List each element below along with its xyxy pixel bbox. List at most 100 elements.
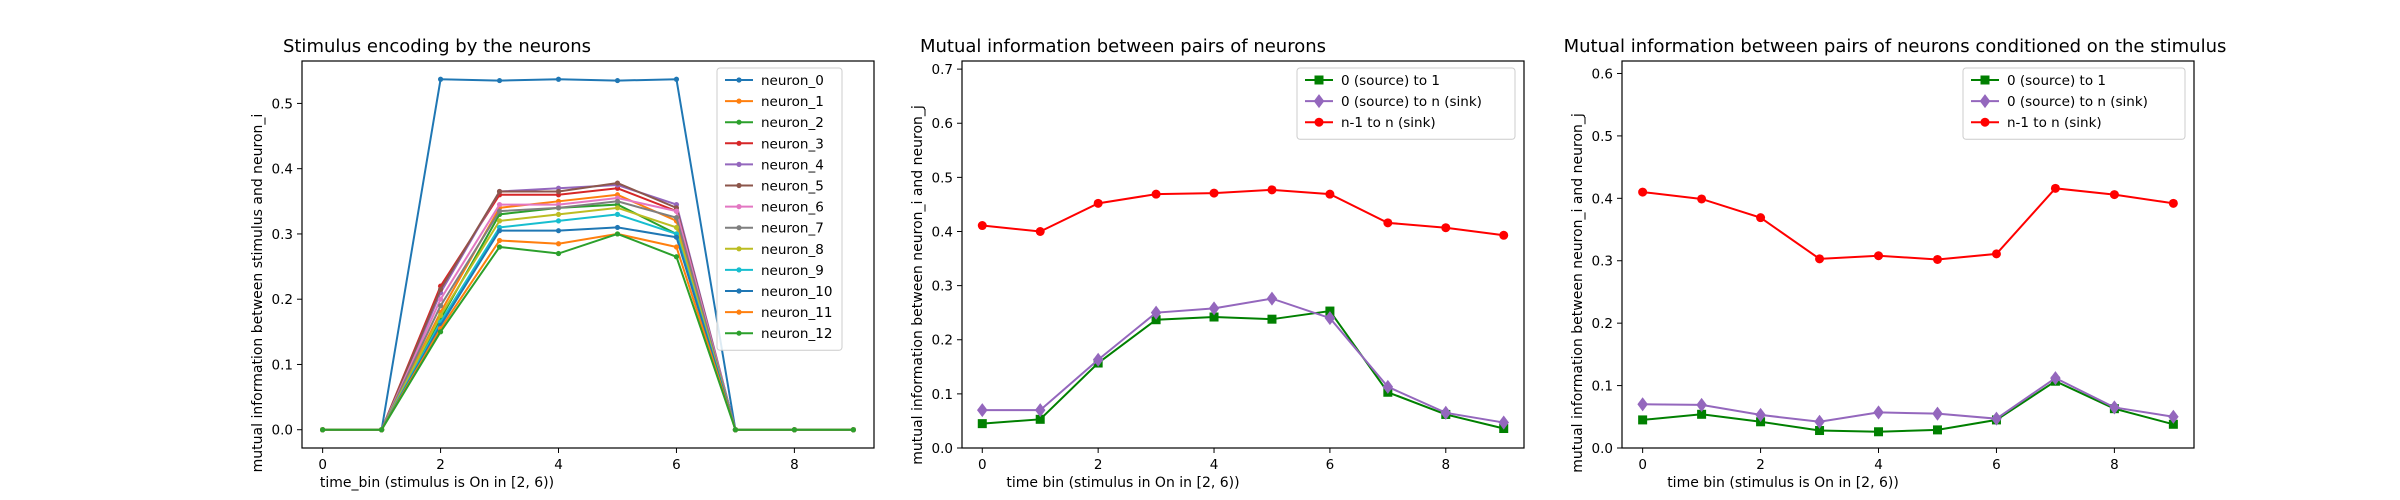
y-tick-label: 0.3 <box>932 279 953 295</box>
y-tick-label: 0.5 <box>272 96 293 112</box>
y-tick-label: 0.5 <box>932 170 953 186</box>
data-point <box>736 309 742 315</box>
y-tick-label: 0.5 <box>1592 129 1613 145</box>
x-tick-label: 8 <box>790 457 799 473</box>
data-point <box>1755 407 1766 422</box>
legend-box <box>1962 67 2186 140</box>
data-point <box>977 403 988 418</box>
x-tick-label: 6 <box>672 457 681 473</box>
data-point <box>673 254 680 260</box>
legend-label: 0 (source) to n (sink) <box>1341 94 1482 110</box>
data-point <box>1092 352 1104 367</box>
data-point <box>320 427 326 433</box>
legend-box <box>1296 67 1516 140</box>
data-point <box>673 234 680 240</box>
y-tick-label: 0.6 <box>1592 66 1613 82</box>
data-point <box>1696 397 1707 412</box>
data-point <box>1325 189 1335 199</box>
data-point <box>736 246 742 252</box>
data-point <box>555 218 562 224</box>
y-tick-label: 0.0 <box>1592 441 1613 457</box>
legend-label: neuron_10 <box>761 284 832 300</box>
data-point <box>2050 183 2060 193</box>
series-line <box>1642 380 2174 433</box>
data-point <box>1034 403 1046 418</box>
y-tick-label: 0.4 <box>272 162 293 178</box>
series-neuron-12 <box>320 231 856 433</box>
legend-label: neuron_5 <box>761 179 824 195</box>
x-tick-label: 2 <box>436 457 445 473</box>
y-tick-label: 0.1 <box>932 387 953 403</box>
data-point <box>1208 301 1220 316</box>
y-tick-label: 0.4 <box>932 224 953 240</box>
data-point <box>555 241 562 247</box>
data-point <box>1873 405 1884 420</box>
legend-label: neuron_7 <box>761 221 824 237</box>
data-point <box>1499 230 1509 240</box>
data-point <box>1267 185 1277 195</box>
data-point <box>1150 305 1162 320</box>
data-point <box>496 188 503 195</box>
data-point <box>555 250 562 257</box>
legend-item: neuron_1 <box>725 94 824 110</box>
data-point <box>2050 371 2061 386</box>
legend-label: neuron_0 <box>761 73 824 89</box>
x-tick-label: 6 <box>1992 457 2001 473</box>
legend-label: neuron_3 <box>761 136 824 152</box>
data-point <box>736 77 742 83</box>
data-point <box>977 419 987 429</box>
data-point <box>1932 425 1942 435</box>
legend-item: n-1 to n (sink) <box>1305 115 1436 131</box>
y-tick-label: 0.0 <box>932 441 953 457</box>
data-point <box>1151 189 1161 199</box>
plot-frame <box>301 60 875 449</box>
legend-label: 0 (source) to n (sink) <box>2007 94 2148 110</box>
series-n-1-to-n-sink- <box>977 185 1509 240</box>
data-point <box>1991 411 2002 426</box>
data-point <box>614 224 621 231</box>
x-tick-label: 6 <box>1326 457 1335 473</box>
data-point <box>1815 254 1825 264</box>
data-point <box>437 312 444 319</box>
x-tick-label: 0 <box>1638 457 1647 473</box>
data-point <box>1932 406 1943 421</box>
data-point <box>1209 312 1219 322</box>
data-point <box>496 228 503 234</box>
data-point <box>1382 379 1394 394</box>
data-point <box>1151 315 1161 325</box>
data-point <box>1637 397 1648 412</box>
legend-item: 0 (source) to 1 <box>1305 73 1440 89</box>
data-point <box>1266 291 1278 306</box>
data-point <box>555 188 562 195</box>
legend: neuron_0 neuron_1 neuron_2 neuron_3 neuron_4… <box>716 67 843 351</box>
data-point <box>496 77 503 84</box>
legend-item: neuron_11 <box>725 305 832 321</box>
data-point <box>1325 306 1335 316</box>
legend-label: neuron_9 <box>761 263 824 279</box>
legend-item: neuron_5 <box>725 179 824 195</box>
data-point <box>1209 188 1219 198</box>
legend-label: neuron_8 <box>761 242 824 258</box>
panel-stimulus-encoding: Stimulus encoding by the neurons time_bi… <box>250 36 875 491</box>
data-point <box>614 77 621 84</box>
legend: 0 (source) to 1 0 (source) to n (sink) n-1… <box>1962 67 2186 140</box>
legend-box <box>716 67 843 351</box>
y-axis-label: mutual information between neuron_i and … <box>1570 113 1586 473</box>
chart-title: Mutual information between pairs of neur… <box>1564 36 2227 57</box>
data-point <box>1980 75 1990 85</box>
series-line <box>982 309 1504 430</box>
plot-frame <box>1621 60 2195 449</box>
chart-title: Mutual information between pairs of neur… <box>920 36 1326 57</box>
data-point <box>736 267 742 273</box>
data-point <box>614 198 621 204</box>
data-point <box>496 201 503 208</box>
y-tick-label: 0.2 <box>932 333 953 349</box>
data-point <box>2168 409 2179 424</box>
y-tick-label: 0.7 <box>932 62 953 78</box>
data-point <box>1814 414 1825 429</box>
legend-item: neuron_8 <box>725 242 824 258</box>
legend-item: 0 (source) to 1 <box>1971 73 2106 89</box>
data-point <box>1314 117 1324 127</box>
legend-item: neuron_6 <box>725 200 824 216</box>
legend-item: 0 (source) to n (sink) <box>1305 94 1482 110</box>
